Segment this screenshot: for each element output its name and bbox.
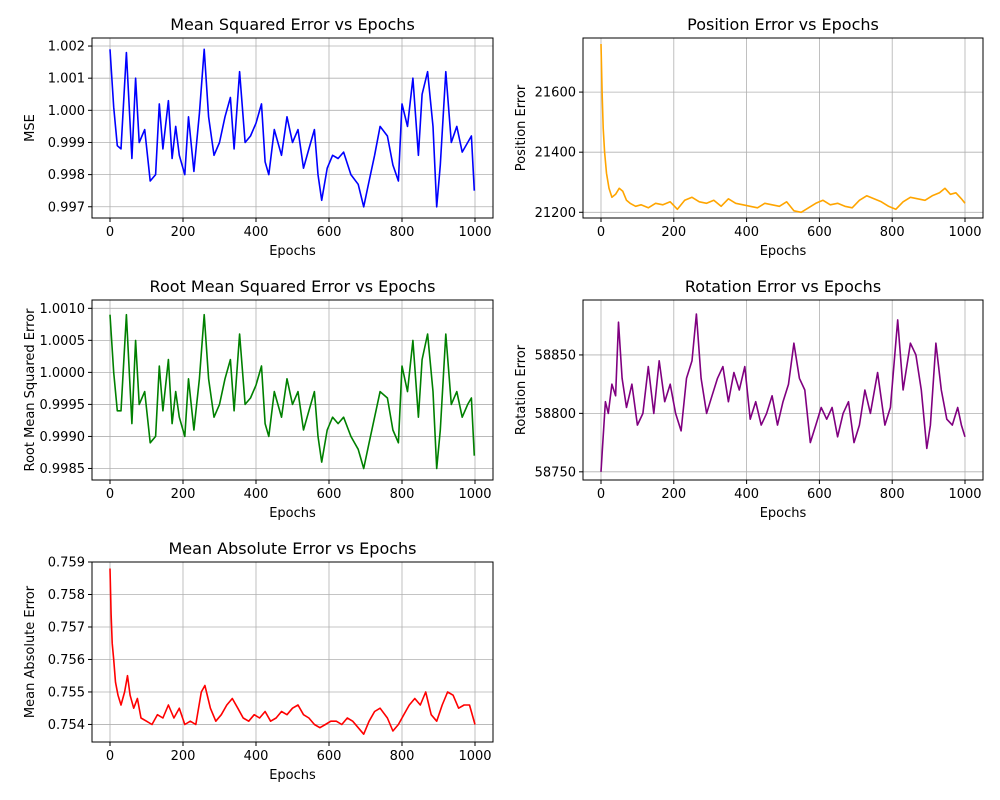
y-tick-label: 0.759 [48, 556, 85, 571]
y-tick-label: 0.9985 [40, 462, 86, 477]
y-tick-label: 0.9995 [40, 398, 86, 413]
axes-frame [582, 37, 984, 219]
chart-panel-2: 0 200 400 600 800 1000 21200 21400 21600 Position… [514, 15, 984, 259]
chart-panel-4: 0 200 400 600 800 1000 58750 58800 58850 Rotation… [514, 277, 984, 521]
x-tick-label: 200 [171, 487, 196, 502]
y-tick-label: 58750 [535, 465, 576, 480]
x-tick-label: 1000 [948, 225, 981, 240]
x-tick-label: 0 [106, 225, 114, 240]
y-tick-label: 0.997 [48, 200, 85, 215]
x-tick-label: 600 [317, 487, 342, 502]
x-tick-label: 1000 [458, 749, 491, 764]
y-axis-label: Rotation Error [514, 344, 529, 435]
y-tick-label: 1.001 [48, 72, 85, 87]
axes-frame [91, 299, 494, 481]
chart-title: Mean Squared Error vs Epochs [170, 15, 415, 34]
y-tick-label: 1.000 [48, 104, 85, 119]
y-axis-label: Mean Absolute Error [23, 585, 38, 718]
x-tick-label: 1000 [458, 487, 491, 502]
x-tick-label: 600 [807, 225, 832, 240]
y-axis-label: Position Error [514, 84, 529, 171]
chart-panel-1: 0 200 400 600 800 1000 0.997 0.998 0.999 1.000 1.0… [23, 15, 494, 259]
x-axis-label: Epochs [760, 506, 807, 521]
x-tick-label: 200 [171, 225, 196, 240]
y-axis-label: Root Mean Squared Error [23, 308, 38, 472]
axes-frame [582, 299, 984, 481]
y-tick-label: 1.0010 [40, 302, 86, 317]
series-line [109, 48, 476, 208]
chart-title: Mean Absolute Error vs Epochs [169, 539, 417, 558]
x-tick-label: 600 [807, 487, 832, 502]
x-axis-label: Epochs [760, 244, 807, 259]
y-axis-label: MSE [23, 114, 38, 142]
x-tick-label: 200 [171, 749, 196, 764]
series-line [600, 43, 966, 214]
x-tick-label: 800 [880, 487, 905, 502]
x-tick-label: 800 [390, 225, 415, 240]
axes-frame [91, 561, 494, 743]
y-tick-label: 0.758 [48, 588, 85, 603]
y-tick-label: 1.002 [48, 40, 85, 55]
x-tick-label: 400 [244, 749, 269, 764]
x-tick-label: 0 [597, 225, 605, 240]
x-tick-label: 0 [106, 487, 114, 502]
y-tick-label: 0.754 [48, 718, 85, 733]
y-tick-label: 21600 [535, 86, 576, 101]
y-tick-label: 58850 [535, 348, 576, 363]
y-tick-label: 0.756 [48, 653, 85, 668]
series-line [109, 313, 476, 470]
chart-title: Rotation Error vs Epochs [685, 277, 881, 296]
chart-panel-5: 0 200 400 600 800 1000 0.754 0.755 0.756 0.757 0.7… [23, 539, 494, 783]
x-tick-label: 1000 [458, 225, 491, 240]
chart-title: Root Mean Squared Error vs Epochs [150, 277, 436, 296]
chart-panel-3: 0 200 400 600 800 1000 0.9985 0.9990 0.9995 1.000… [23, 277, 494, 521]
x-tick-label: 0 [106, 749, 114, 764]
x-tick-label: 400 [244, 225, 269, 240]
y-tick-label: 0.999 [48, 136, 85, 151]
x-tick-label: 200 [661, 487, 686, 502]
x-tick-label: 200 [661, 225, 686, 240]
axes-frame [91, 37, 494, 219]
y-tick-label: 0.9990 [40, 430, 86, 445]
y-tick-label: 1.0005 [40, 334, 86, 349]
chart-title: Position Error vs Epochs [687, 15, 879, 34]
x-tick-label: 600 [317, 225, 342, 240]
y-tick-label: 0.757 [48, 620, 85, 635]
y-tick-label: 58800 [535, 407, 576, 422]
x-tick-label: 0 [597, 487, 605, 502]
series-line [109, 568, 476, 735]
x-tick-label: 400 [734, 487, 759, 502]
x-axis-label: Epochs [269, 506, 316, 521]
x-tick-label: 800 [390, 487, 415, 502]
y-tick-label: 0.998 [48, 168, 85, 183]
x-tick-label: 1000 [948, 487, 981, 502]
x-tick-label: 400 [734, 225, 759, 240]
x-axis-label: Epochs [269, 244, 316, 259]
x-axis-label: Epochs [269, 768, 316, 783]
x-tick-label: 800 [390, 749, 415, 764]
series-line [600, 313, 966, 472]
y-tick-label: 1.0000 [40, 366, 86, 381]
x-tick-label: 600 [317, 749, 342, 764]
y-tick-label: 21200 [535, 206, 576, 221]
x-tick-label: 400 [244, 487, 269, 502]
x-tick-label: 800 [880, 225, 905, 240]
y-tick-label: 21400 [535, 146, 576, 161]
y-tick-label: 0.755 [48, 685, 85, 700]
